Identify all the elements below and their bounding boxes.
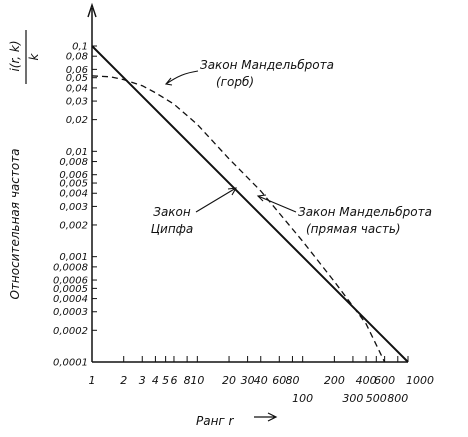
- y-tick-label: 0,02: [66, 115, 88, 126]
- x-tick-label: 3: [139, 374, 146, 387]
- annotation-arrowhead: [164, 77, 173, 86]
- annotation-label: Закон: [153, 205, 191, 219]
- y-tick-label: 0,003: [59, 202, 88, 213]
- y-tick-label: 0,0001: [53, 358, 88, 369]
- annotation-label: (горб): [216, 75, 254, 89]
- y-tick-label: 0,0006: [53, 276, 88, 287]
- zipf-law-line: [91, 45, 409, 363]
- x-tick-label-lower: 100: [292, 392, 313, 405]
- annotations: Закон Мандельброта (горб) Закон Ципфа Закон …: [151, 58, 432, 236]
- x-tick-label: 4: [152, 374, 159, 387]
- annotation-label: Закон Мандельброта: [298, 205, 432, 219]
- y-tick-label: 0,005: [59, 179, 88, 190]
- y-tick-label: 0,0004: [53, 294, 88, 305]
- annotation-arrowhead: [227, 187, 238, 196]
- y-tick-label: 0,001: [59, 252, 88, 263]
- y-tick-label: 0,0005: [53, 284, 88, 295]
- annotation-leader: [257, 195, 297, 213]
- mandelbrot-law-curve: [91, 75, 386, 363]
- y-tick-label: 0,01: [66, 147, 88, 158]
- y-tick-label: 0,05: [66, 73, 88, 84]
- annotation-leader: [165, 70, 199, 85]
- x-tick-label: 40: [254, 374, 268, 387]
- x-tick-label-lower: 300: [342, 392, 363, 405]
- y-tick-label: 0,006: [59, 170, 88, 181]
- x-tick-label: 8: [184, 374, 191, 387]
- x-tick-label: 80: [285, 374, 299, 387]
- axis-titles: Относительная частота i(r, k) k Ранг r: [8, 30, 235, 428]
- x-axis-arrow: [254, 412, 278, 422]
- y-tick-label: 0,004: [59, 189, 88, 200]
- y-tick-label: 0,08: [66, 52, 88, 63]
- y-tick-label: 0,03: [66, 97, 88, 108]
- series: [91, 45, 409, 363]
- x-tick-label: 60: [272, 374, 286, 387]
- y-axis-formula-numerator: i(r, k): [8, 40, 22, 71]
- x-tick-label: 600: [374, 374, 395, 387]
- x-tick-label: 5: [162, 374, 169, 387]
- x-axis-title: Ранг r: [196, 414, 235, 428]
- annotation-label: Ципфа: [151, 222, 194, 236]
- x-tick-label: 1: [89, 374, 96, 387]
- annotation-label: (прямая часть): [306, 222, 401, 236]
- y-axis-arrow: [87, 2, 97, 18]
- y-tick-label: 0,1: [72, 42, 88, 53]
- y-tick-label: 0,002: [59, 220, 88, 231]
- y-tick-label: 0,0003: [53, 307, 88, 318]
- x-tick-label: 200: [324, 374, 345, 387]
- y-tick-label: 0,008: [59, 157, 88, 168]
- x-tick-label: 10: [190, 374, 204, 387]
- x-tick-label: 20: [222, 374, 236, 387]
- x-tick-label: 2: [120, 374, 127, 387]
- y-tick-label: 0,04: [66, 83, 88, 94]
- annotation-leader: [195, 187, 237, 213]
- x-tick-label-lower: 500: [366, 392, 387, 405]
- y-axis-formula-denominator: k: [27, 52, 41, 60]
- y-axis: 0,10,08 0,060,050,04 0,03 0,02 0,010,008 0,00…: [53, 2, 97, 369]
- x-tick-label: 400: [356, 374, 377, 387]
- annotation-label: Закон Мандельброта: [200, 58, 334, 72]
- y-tick-label: 0,06: [66, 65, 88, 76]
- x-tick-label: 1000: [406, 374, 434, 387]
- y-axis-title: Относительная частота: [8, 148, 22, 299]
- x-tick-label: 30: [241, 374, 255, 387]
- y-tick-label: 0,0002: [53, 326, 88, 337]
- annotation-arrowhead: [256, 194, 267, 202]
- y-tick-label: 0,0008: [53, 262, 88, 273]
- x-tick-label-lower: 800: [387, 392, 408, 405]
- x-tick-label: 6: [170, 374, 177, 387]
